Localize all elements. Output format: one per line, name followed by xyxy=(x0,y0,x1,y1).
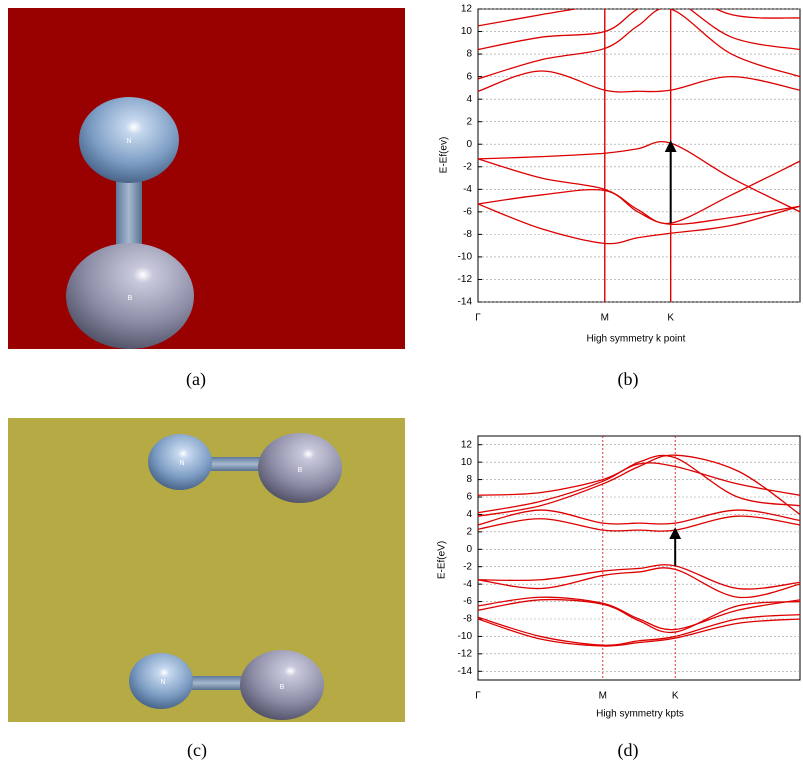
y-tick-label: -10 xyxy=(458,631,473,642)
y-tick-label: -14 xyxy=(458,666,473,677)
atom-label: N xyxy=(179,460,184,467)
y-tick-label: -14 xyxy=(458,297,473,308)
plot-area xyxy=(478,9,800,302)
y-tick-label: 8 xyxy=(466,49,472,60)
y-axis-label: E-Ef(eV) xyxy=(437,541,448,579)
x-tick-label: Γ xyxy=(475,691,481,702)
y-tick-label: 6 xyxy=(466,71,472,82)
plot-area xyxy=(478,436,800,680)
y-tick-label: 8 xyxy=(466,474,472,485)
y-tick-label: 2 xyxy=(466,116,472,127)
y-tick-label: -4 xyxy=(463,579,472,590)
x-axis-label: High symmetry kpts xyxy=(596,709,684,720)
figure: N B (a) N B N B (c) -14 -12 -10 -8 -6 -4 -2 0 2 4… xyxy=(0,0,803,764)
y-tick-label: -6 xyxy=(463,596,472,607)
y-tick-label: 0 xyxy=(466,139,472,150)
y-tick-label: 0 xyxy=(466,544,472,555)
y-tick-label: 10 xyxy=(461,26,473,37)
x-tick-label: Γ xyxy=(475,313,481,324)
y-tick-label: 12 xyxy=(461,4,473,15)
atom-label: B xyxy=(128,295,133,302)
y-tick-label: -12 xyxy=(458,274,473,285)
y-tick-label: 4 xyxy=(466,509,472,520)
y-tick-label: -6 xyxy=(463,206,472,217)
x-tick-label: M xyxy=(599,691,607,702)
caption: (a) xyxy=(186,369,206,390)
x-tick-label: K xyxy=(672,691,679,702)
y-tick-label: -8 xyxy=(463,229,472,240)
y-tick-label: 10 xyxy=(461,457,473,468)
x-axis-label: High symmetry k point xyxy=(587,334,686,345)
caption: (d) xyxy=(618,740,639,761)
atom-label: N xyxy=(126,138,131,145)
bond xyxy=(205,457,265,471)
y-tick-label: 2 xyxy=(466,526,472,537)
atom-label: B xyxy=(280,684,285,691)
x-tick-label: K xyxy=(667,313,674,324)
y-tick-label: 12 xyxy=(461,439,473,450)
y-tick-label: -8 xyxy=(463,614,472,625)
bond xyxy=(116,178,142,248)
y-tick-label: 6 xyxy=(466,492,472,503)
y-tick-label: 4 xyxy=(466,94,472,105)
y-tick-label: -2 xyxy=(463,561,472,572)
y-tick-label: -2 xyxy=(463,161,472,172)
y-tick-label: -12 xyxy=(458,648,473,659)
bond xyxy=(186,676,246,690)
y-tick-label: -10 xyxy=(458,252,473,263)
atom-label: N xyxy=(160,679,165,686)
atom-label: B xyxy=(298,467,303,474)
x-tick-label: M xyxy=(601,313,609,324)
caption: (c) xyxy=(187,740,207,761)
caption: (b) xyxy=(618,369,639,390)
y-axis-label: E-Ef(ev) xyxy=(439,137,450,174)
y-tick-label: -4 xyxy=(463,184,472,195)
